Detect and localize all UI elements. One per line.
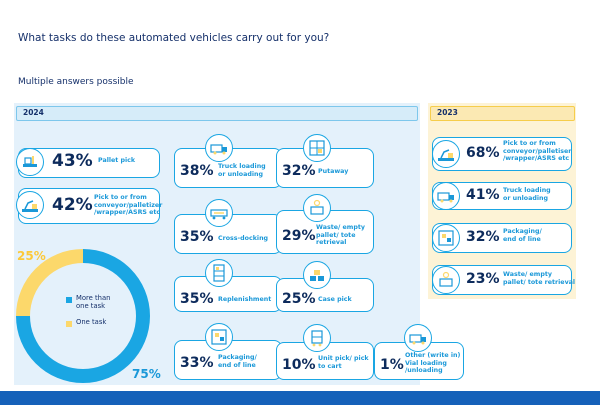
donut-slice-one-task bbox=[16, 249, 83, 316]
putaway-icon bbox=[303, 134, 331, 162]
case-pick-icon bbox=[303, 261, 331, 289]
pct-value: 29% bbox=[282, 228, 316, 244]
page-question: What tasks do these automated vehicles c… bbox=[18, 32, 330, 44]
truck-icon bbox=[404, 324, 432, 352]
cart-icon bbox=[303, 324, 331, 352]
pct-value: 43% bbox=[52, 151, 93, 171]
truck-icon bbox=[432, 182, 460, 210]
task-label: Truck loading or unloading bbox=[218, 163, 266, 178]
pct-value: 33% bbox=[180, 355, 214, 371]
task-label: Pick to or from conveyor/palletiser /wra… bbox=[503, 140, 572, 163]
pallet-pick-icon bbox=[16, 148, 44, 176]
waste-icon bbox=[432, 266, 460, 294]
year-header-2024: 2024 bbox=[16, 106, 418, 121]
legend-label-more-than-one-task: More than one task bbox=[76, 294, 111, 310]
pct-value: 1% bbox=[380, 357, 404, 373]
pct-value: 38% bbox=[180, 163, 214, 179]
packaging-icon bbox=[432, 224, 460, 252]
task-label: Packaging/ end of line bbox=[503, 228, 542, 243]
task-label: Putaway bbox=[318, 168, 349, 175]
pct-value: 25% bbox=[282, 291, 316, 307]
pct-value: 68% bbox=[466, 145, 500, 161]
cross-dock-icon bbox=[205, 199, 233, 227]
task-label: Unit pick/ pick to cart bbox=[318, 355, 369, 370]
task-label: Pallet pick bbox=[98, 157, 136, 164]
shelf-icon bbox=[205, 259, 233, 287]
robot-arm-icon bbox=[16, 191, 44, 219]
legend-swatch-more-than-one-task bbox=[66, 297, 72, 303]
pct-value: 35% bbox=[180, 291, 214, 307]
task-label: Waste/ empty pallet/ tote retrieval bbox=[316, 224, 365, 247]
packaging-icon bbox=[205, 323, 233, 351]
task-label: Pick to or from conveyor/palletizer /wra… bbox=[94, 194, 163, 217]
donut-chart bbox=[16, 249, 150, 383]
task-label: Other (write in) Vial loading /unloading bbox=[405, 352, 461, 375]
legend-swatch-one-task bbox=[66, 321, 72, 327]
task-label: Truck loading or unloading bbox=[503, 187, 551, 202]
year-header-2023: 2023 bbox=[430, 106, 575, 121]
year-label-2024: 2024 bbox=[23, 108, 44, 117]
donut-label-more-than-one-task: 75% bbox=[132, 367, 161, 381]
pct-value: 41% bbox=[466, 187, 500, 203]
pct-value: 10% bbox=[282, 357, 316, 373]
multiple-answers-note: Multiple answers possible bbox=[18, 77, 134, 87]
donut-label-one-task: 25% bbox=[17, 249, 46, 263]
pct-value: 32% bbox=[466, 229, 500, 245]
pct-value: 42% bbox=[52, 195, 93, 215]
task-label: Packaging/ end of line bbox=[218, 354, 257, 369]
waste-icon bbox=[303, 194, 331, 222]
task-label: Case pick bbox=[318, 296, 352, 303]
task-label: Waste/ empty pallet/ tote retrieval bbox=[503, 271, 576, 286]
pct-value: 35% bbox=[180, 229, 214, 245]
footer-bar bbox=[0, 391, 600, 405]
task-label: Replenishment bbox=[218, 296, 272, 303]
task-label: Cross-docking bbox=[218, 235, 269, 242]
truck-icon bbox=[205, 134, 233, 162]
year-label-2023: 2023 bbox=[437, 108, 458, 117]
legend-label-one-task: One task bbox=[76, 318, 107, 326]
pct-value: 23% bbox=[466, 271, 500, 287]
pct-value: 32% bbox=[282, 163, 316, 179]
robot-arm-icon bbox=[432, 140, 460, 168]
